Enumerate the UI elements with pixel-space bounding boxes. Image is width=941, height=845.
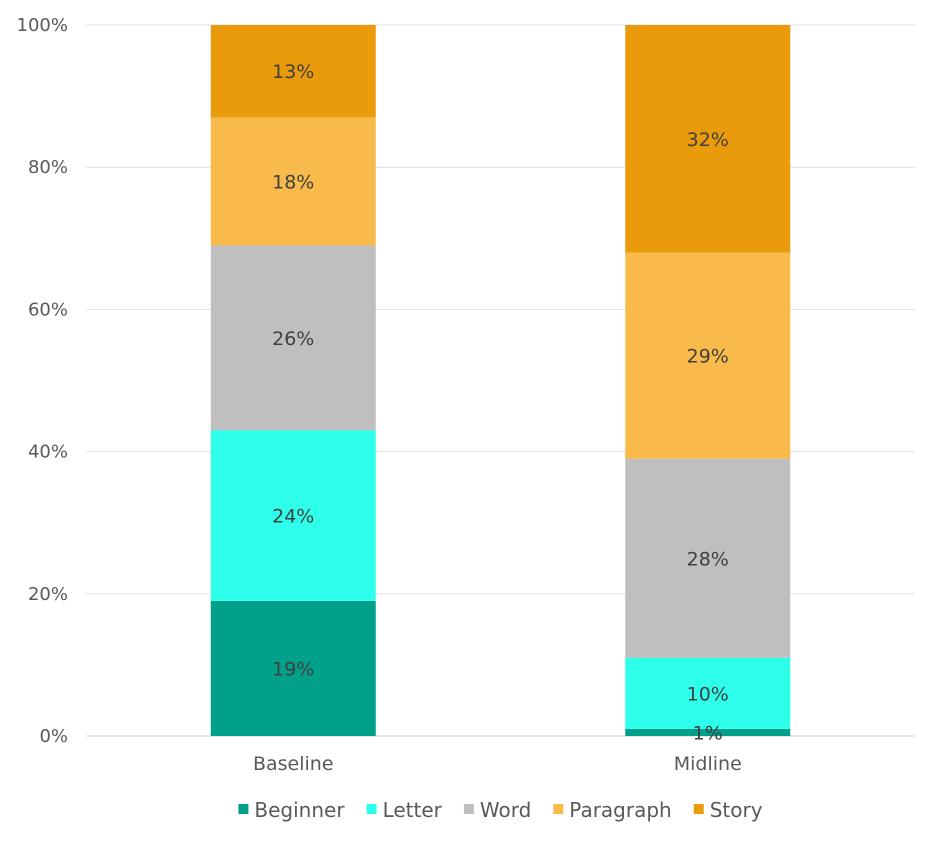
legend-swatch [366, 804, 377, 814]
data-label: 13% [272, 61, 314, 83]
y-tick-label: 40% [28, 442, 68, 463]
x-tick-label: Baseline [253, 753, 334, 775]
gridlines [86, 24, 915, 737]
x-axis: Baseline Midline [253, 753, 742, 775]
data-label: 24% [272, 506, 314, 528]
y-tick-label: 80% [28, 157, 68, 178]
bar-segment [210, 600, 376, 736]
legend-swatch [463, 804, 474, 814]
data-label: 1% [693, 722, 723, 744]
bar-segment [625, 25, 791, 253]
legend-swatch [553, 804, 564, 814]
bar-segment [625, 252, 791, 459]
legend[interactable]: Beginner Letter Word Paragraph Story [238, 798, 763, 822]
data-label: 19% [272, 658, 314, 680]
legend-swatch [693, 804, 704, 814]
legend-item-paragraph[interactable]: Paragraph [553, 798, 672, 822]
legend-item-story[interactable]: Story [693, 798, 763, 822]
y-axis-ticks: 0% 20% 40% 60% 80% 100% [17, 15, 68, 747]
data-label: 18% [272, 171, 314, 193]
legend-item-word[interactable]: Word [463, 798, 531, 822]
bar-segment [210, 245, 376, 431]
bar-segment [625, 728, 791, 736]
y-tick-label: 60% [28, 299, 68, 320]
legend-swatch [238, 804, 249, 814]
data-labels: 19% 24% 26% 18% 13% 1% 10% 28% 29% 32% [272, 61, 729, 744]
y-tick-label: 100% [17, 15, 68, 36]
legend-label: Word [480, 798, 531, 822]
data-label: 28% [687, 548, 729, 570]
legend-label: Beginner [254, 798, 345, 822]
legend-label: Paragraph [569, 798, 671, 822]
x-tick-label: Midline [674, 753, 742, 775]
data-label: 32% [687, 129, 729, 151]
y-tick-label: 0% [39, 726, 68, 747]
bar-segment [625, 458, 791, 658]
bar-segment [210, 117, 376, 246]
data-label: 26% [272, 328, 314, 350]
legend-label: Letter [383, 798, 443, 822]
data-label: 29% [687, 346, 729, 368]
bar-segment [210, 25, 376, 118]
legend-item-letter[interactable]: Letter [366, 798, 443, 822]
bar-segments [210, 25, 791, 736]
y-tick-label: 20% [28, 584, 68, 605]
bar-segment [625, 657, 791, 729]
legend-label: Story [710, 798, 763, 822]
bar-segment [210, 430, 376, 601]
data-label: 10% [687, 683, 729, 705]
legend-item-beginner[interactable]: Beginner [238, 798, 345, 822]
